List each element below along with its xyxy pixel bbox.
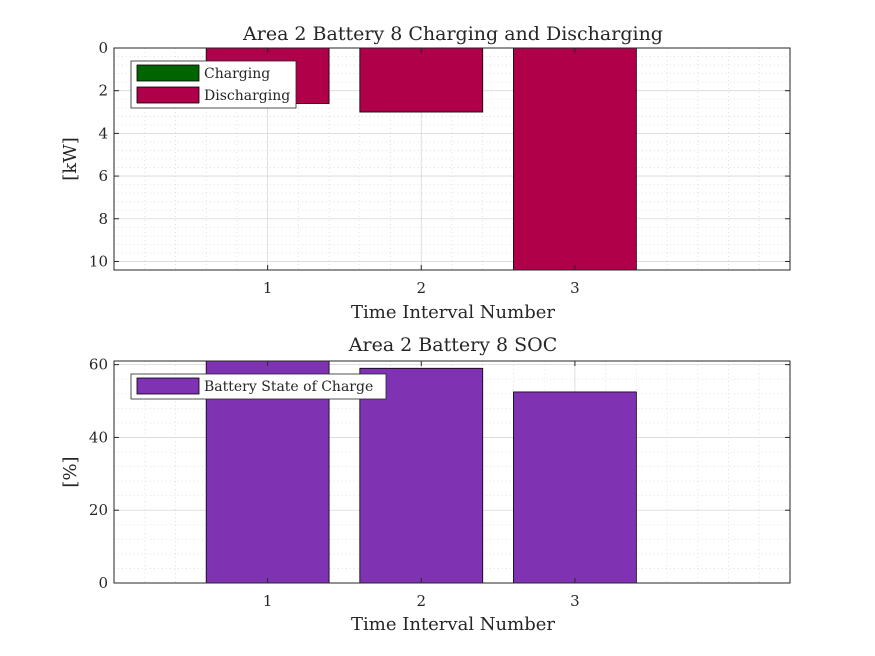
y-tick-label: 0: [98, 39, 108, 57]
y-tick-label: 4: [98, 124, 108, 142]
x-tick-label: 3: [570, 279, 580, 297]
y-axis-label: [kW]: [60, 137, 81, 180]
charging-discharging-chart: Area 2 Battery 8 Charging and Dischargin…: [60, 23, 791, 323]
y-tick-label: 20: [89, 501, 108, 519]
y-tick-label: 6: [98, 167, 108, 185]
x-tick-label: 2: [416, 279, 426, 297]
y-axis-label: [%]: [60, 456, 81, 487]
bar-discharging-3: [513, 47, 637, 271]
x-tick-label: 2: [416, 592, 426, 610]
chart-title: Area 2 Battery 8 SOC: [348, 334, 557, 356]
legend-swatch: [136, 377, 200, 395]
x-tick-label: 3: [570, 592, 580, 610]
y-tick-label: 2: [98, 82, 108, 100]
y-tick-label: 60: [89, 356, 108, 374]
x-tick-label: 1: [263, 592, 273, 610]
bar-battery-state-of-charge-3: [513, 391, 637, 584]
axes-frame: [113, 47, 791, 271]
bar-battery-state-of-charge-2: [359, 367, 484, 584]
legend: Charging Discharging: [130, 60, 297, 109]
legend-label: Discharging: [204, 88, 290, 104]
y-tick-label: 8: [98, 210, 108, 228]
x-axis-label: Time Interval Number: [351, 302, 555, 323]
soc-chart: Area 2 Battery 8 SOC Time Interval Numbe…: [60, 334, 791, 635]
y-tick-label: 0: [98, 574, 108, 592]
y-tick-label: 10: [89, 252, 108, 270]
axes-frame: [113, 360, 791, 584]
legend-label: Charging: [204, 66, 270, 82]
legend-swatch: [136, 86, 200, 104]
x-axis-label: Time Interval Number: [351, 614, 555, 635]
y-tick-label: 40: [89, 428, 108, 446]
legend: Battery State of Charge: [130, 373, 387, 400]
legend-swatch: [136, 64, 200, 82]
x-tick-label: 1: [263, 279, 273, 297]
bar-discharging-2: [359, 47, 484, 113]
chart-title: Area 2 Battery 8 Charging and Dischargin…: [242, 23, 663, 45]
legend-label: Battery State of Charge: [204, 379, 373, 395]
